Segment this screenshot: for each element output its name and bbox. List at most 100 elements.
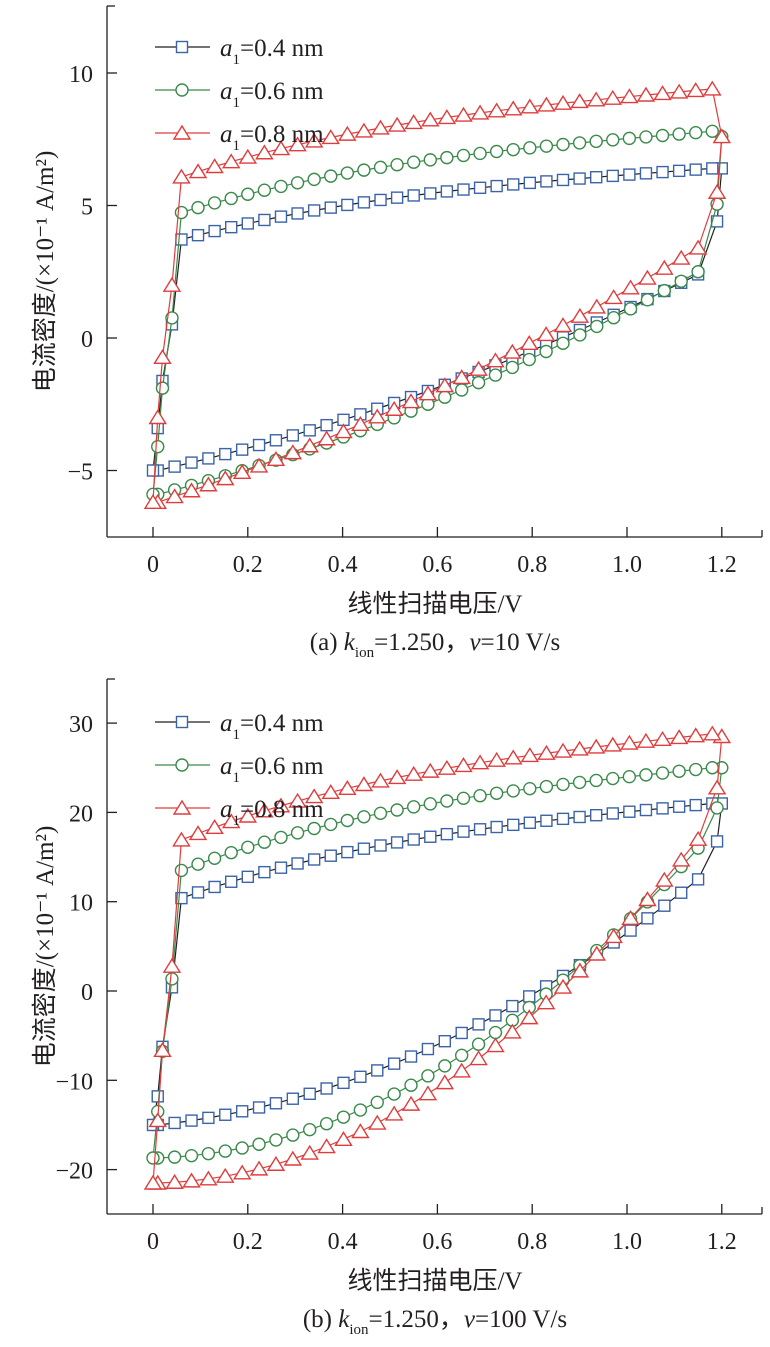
data-point <box>207 196 222 210</box>
data-point <box>671 851 691 867</box>
data-point <box>191 886 205 899</box>
data-point <box>657 283 672 298</box>
data-point <box>638 269 657 285</box>
series-triangle <box>143 80 732 509</box>
data-point <box>624 924 637 937</box>
data-point <box>435 377 455 393</box>
data-point <box>472 1018 485 1031</box>
data-point <box>424 830 437 843</box>
data-point <box>639 167 653 180</box>
data-point <box>401 393 421 409</box>
data-point <box>324 817 338 832</box>
data-point <box>185 1114 198 1127</box>
data-point <box>162 276 182 292</box>
data-point <box>435 1074 455 1090</box>
data-point <box>705 761 720 775</box>
data-point <box>286 1128 300 1142</box>
data-point <box>374 193 387 207</box>
data-point <box>553 978 573 994</box>
legend-label: a1=0.8 nm <box>220 796 324 829</box>
data-point <box>146 464 160 477</box>
x-tick-label: 0.4 <box>328 1229 358 1255</box>
data-point <box>589 773 603 788</box>
data-point <box>606 133 620 147</box>
data-point <box>249 1160 269 1176</box>
data-point <box>216 1167 235 1183</box>
data-point <box>469 1050 488 1066</box>
y-tick-label: −5 <box>67 460 93 486</box>
data-point <box>255 144 274 160</box>
data-point <box>691 265 705 279</box>
data-point <box>357 810 371 824</box>
data-point <box>252 438 266 452</box>
data-point <box>573 172 586 185</box>
data-point <box>182 1172 201 1188</box>
data-point <box>540 814 553 827</box>
data-point <box>639 768 653 782</box>
data-point <box>488 368 503 382</box>
data-point <box>351 1123 370 1139</box>
data-point <box>623 805 636 818</box>
data-point <box>232 463 252 480</box>
data-point <box>185 456 198 469</box>
data-point <box>523 141 537 155</box>
data-point <box>188 163 208 179</box>
data-point <box>487 102 506 118</box>
data-point <box>706 162 719 175</box>
data-point <box>604 289 623 305</box>
legend-marker-square-icon <box>175 715 189 729</box>
legend-marker-triangle-icon <box>172 124 192 140</box>
series-line <box>152 802 723 1126</box>
data-point <box>235 1141 249 1155</box>
data-point <box>373 806 388 821</box>
data-point <box>225 220 238 234</box>
data-point <box>258 865 271 879</box>
legend-marker-triangle-icon <box>172 799 192 815</box>
data-point <box>672 164 686 178</box>
data-point <box>672 127 686 141</box>
data-point <box>307 821 321 836</box>
data-point <box>307 204 321 217</box>
data-point <box>606 771 620 786</box>
data-point <box>689 163 702 176</box>
legend-label: a1=0.6 nm <box>220 753 324 786</box>
data-point <box>457 183 470 196</box>
data-point <box>172 831 191 847</box>
data-point <box>686 82 705 98</box>
data-point <box>507 178 520 191</box>
data-point <box>452 369 471 385</box>
data-point <box>553 94 573 110</box>
data-point <box>639 803 653 817</box>
data-point <box>471 375 486 390</box>
data-point <box>390 158 404 172</box>
data-point <box>334 423 353 439</box>
data-point <box>606 311 621 325</box>
data-point <box>489 1009 502 1022</box>
data-point <box>438 1034 452 1048</box>
data-point <box>539 344 553 359</box>
data-point <box>235 1105 249 1118</box>
data-point <box>266 450 286 467</box>
data-point <box>191 228 205 242</box>
data-point <box>423 797 437 811</box>
x-tick-label: 0.6 <box>422 552 452 578</box>
data-point <box>407 155 421 169</box>
data-point <box>172 168 191 184</box>
data-point <box>252 1101 266 1114</box>
data-point <box>320 1082 333 1095</box>
data-point <box>490 820 503 834</box>
data-point <box>266 1155 286 1171</box>
data-point <box>473 181 487 194</box>
data-point <box>489 144 504 159</box>
data-point <box>587 298 607 314</box>
data-point <box>470 104 490 120</box>
data-point <box>151 1090 164 1103</box>
data-point <box>440 150 454 165</box>
data-point <box>570 962 590 978</box>
data-point <box>224 845 238 860</box>
data-point <box>407 800 421 814</box>
data-point <box>691 873 705 886</box>
data-point <box>387 769 407 785</box>
data-point <box>224 191 238 206</box>
data-point <box>274 830 288 845</box>
